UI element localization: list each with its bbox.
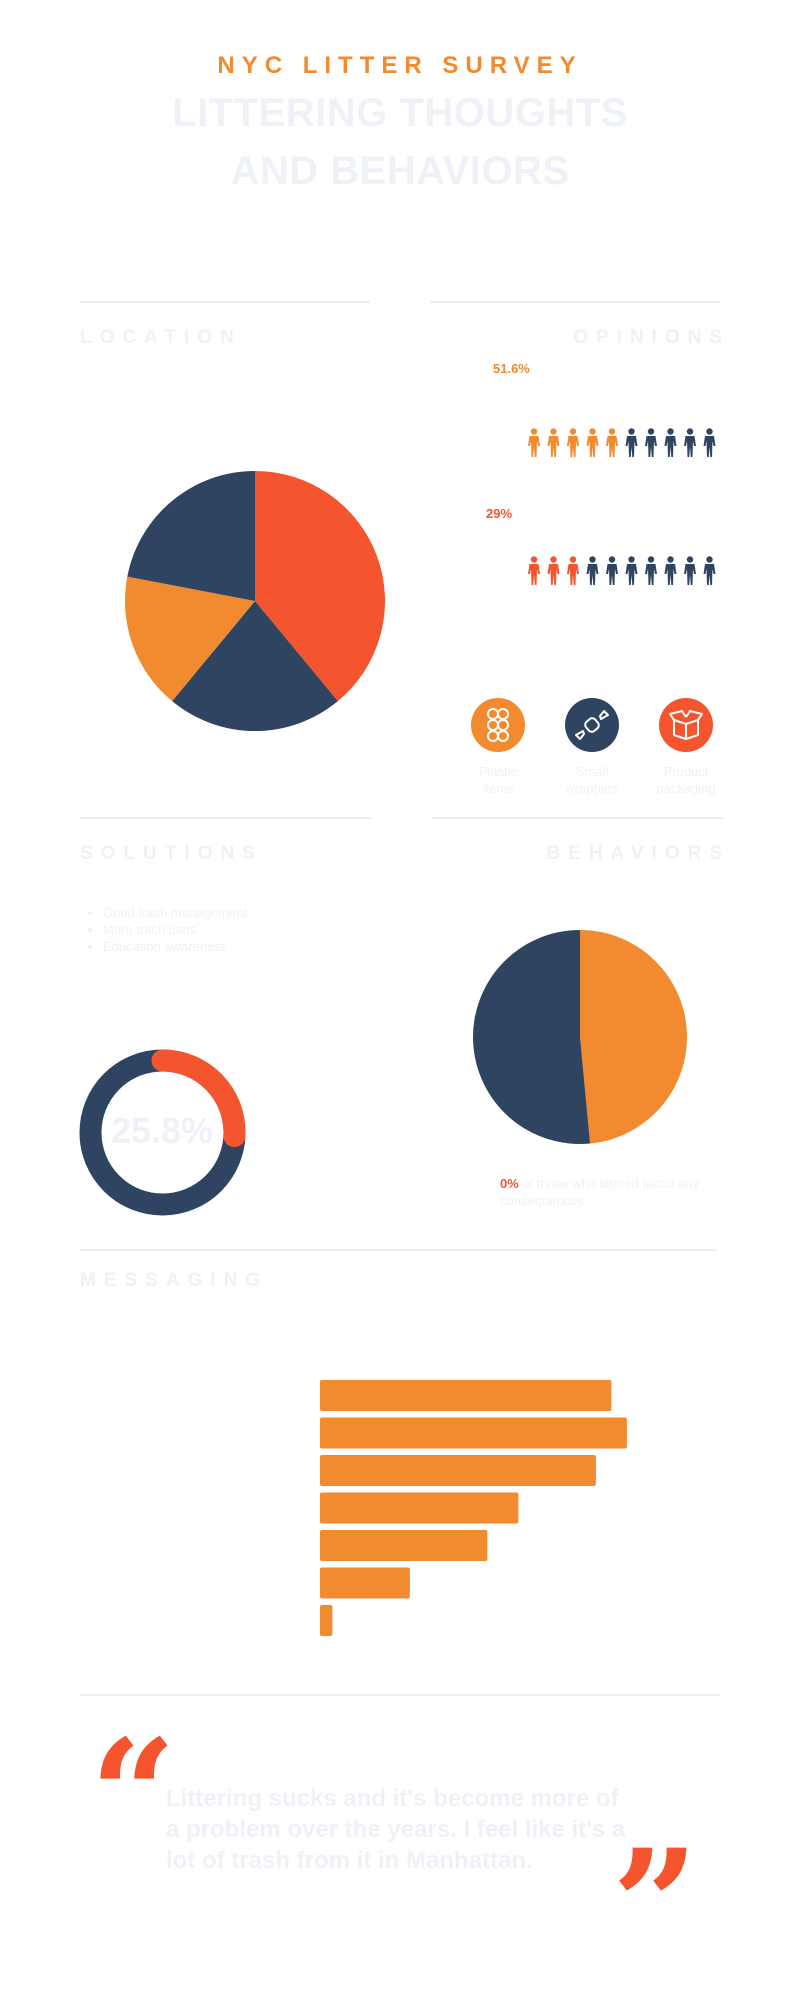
solutions-list: Good trash management More trash cans Ed…	[83, 904, 247, 955]
location-pie-slice-1	[255, 471, 385, 702]
list-item: More trash cans	[103, 921, 247, 938]
list-item: Good trash management	[103, 904, 247, 921]
location-pie-slice-2	[172, 601, 338, 731]
opinion-1-person-icon	[567, 428, 579, 457]
opinion-2-person-icon	[586, 556, 599, 585]
behaviors-note-text: of those who littered faced any conseque…	[500, 1176, 699, 1208]
opinion-2-person-icon	[528, 556, 540, 585]
testimonial-quote: Littering sucks and it's become more of …	[166, 1785, 626, 1874]
list-item: Education awareness	[103, 938, 247, 955]
messaging-bar-2	[320, 1417, 627, 1449]
opinion-item-label: Product packaging	[656, 764, 716, 796]
divider	[432, 817, 724, 819]
opinion-2-person-icon	[645, 556, 657, 585]
opinion-1-person-icon	[586, 428, 599, 457]
opinion-stat-1-value: 51.6%	[493, 361, 530, 376]
opinion-1-person-icon	[547, 428, 560, 457]
location-pie-slice-3	[125, 576, 255, 702]
location-pie-chart	[125, 471, 385, 731]
plastic-rings-icon	[471, 698, 525, 752]
section-heading-solutions: SOLUTIONS	[80, 843, 263, 864]
opinion-2-person-icon	[567, 556, 579, 585]
messaging-bar-1	[320, 1380, 612, 1411]
box-packaging-icon	[659, 698, 713, 752]
messaging-bar-7	[320, 1605, 333, 1636]
section-heading-messaging: MESSAGING	[80, 1270, 269, 1291]
divider	[80, 301, 370, 303]
opinion-item-label: Plastic items	[478, 764, 518, 796]
messaging-bar-5	[320, 1530, 488, 1561]
opinion-1-person-icon	[606, 428, 618, 457]
opinion-2-person-icon	[625, 556, 638, 585]
messaging-bar-4	[320, 1492, 519, 1524]
opinion-1-person-icon	[528, 428, 540, 457]
candy-wrapper-icon	[565, 698, 619, 752]
opinion-1-person-icon	[684, 428, 696, 457]
divider	[80, 817, 372, 819]
section-heading-opinions: OPINIONS	[573, 327, 730, 348]
opinion-2-person-icon	[664, 556, 677, 585]
close-quote-icon: ”	[612, 1817, 699, 1993]
opinion-2-person-icon	[684, 556, 696, 585]
opinion-2-person-icon	[606, 556, 618, 585]
opinion-stat-1-people	[528, 428, 716, 457]
divider	[80, 1694, 720, 1696]
opinion-stat-2-value: 29%	[486, 506, 513, 521]
messaging-bar-6	[320, 1567, 410, 1599]
page-title: LITTERING THOUGHTS AND BEHAVIORS	[0, 84, 800, 200]
opinion-2-person-icon	[703, 556, 716, 585]
behaviors-pie-chart	[472, 930, 687, 1144]
behaviors-note: 0% of those who littered faced any conse…	[500, 1175, 700, 1209]
opinion-1-person-icon	[645, 428, 657, 457]
behaviors-pie-slice-2	[472, 930, 591, 1144]
location-pie-slice-4	[127, 471, 255, 601]
title-line-2: AND BEHAVIORS	[230, 149, 570, 193]
messaging-bar-3	[320, 1455, 596, 1486]
solutions-donut-chart	[79, 1049, 246, 1216]
opinion-stat-2-people	[528, 556, 716, 585]
opinion-2-person-icon	[547, 556, 560, 585]
divider	[80, 1249, 717, 1251]
title-line-1: LITTERING THOUGHTS	[172, 91, 628, 135]
divider	[430, 301, 720, 303]
opinion-1-person-icon	[664, 428, 677, 457]
donut-value-arc	[151, 1049, 246, 1148]
section-heading-location: LOCATION	[80, 327, 242, 348]
opinion-item-label: Small wrappers	[565, 764, 619, 796]
opinion-1-person-icon	[625, 428, 638, 457]
behaviors-note-pct: 0%	[500, 1176, 519, 1191]
open-quote-icon: “	[90, 1707, 177, 1883]
survey-kicker: NYC LITTER SURVEY	[217, 52, 583, 79]
section-heading-behaviors: BEHAVIORS	[546, 843, 730, 864]
behaviors-pie-slice-1	[580, 930, 687, 1144]
messaging-bar-chart	[320, 1380, 627, 1636]
donut-value: 25.8%	[110, 1110, 214, 1151]
opinion-1-person-icon	[703, 428, 716, 457]
